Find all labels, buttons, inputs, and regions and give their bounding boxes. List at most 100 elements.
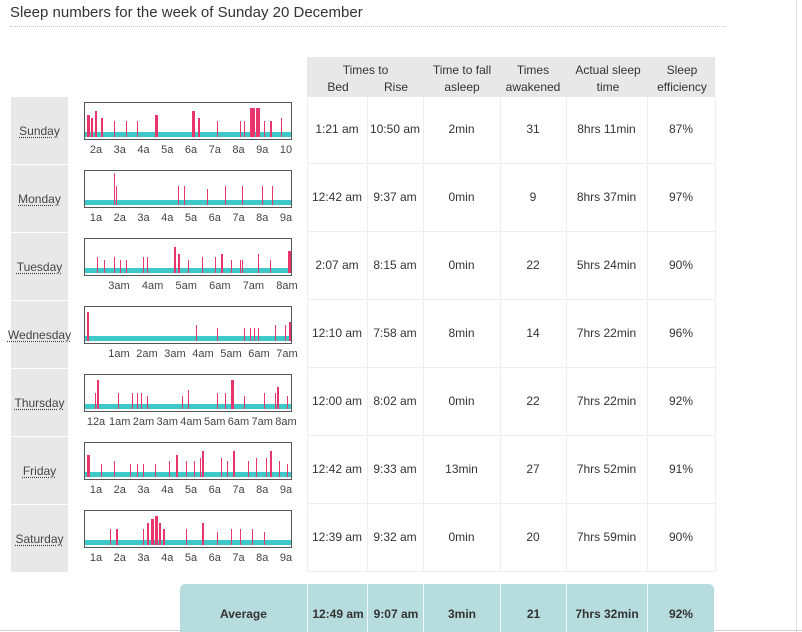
column-divider (566, 437, 567, 504)
awake-spike (184, 186, 185, 205)
awake-spike (188, 390, 189, 409)
hour-tick-label: 2a (113, 552, 126, 564)
column-divider (423, 369, 424, 436)
bed-time: 12:42 am (311, 190, 363, 204)
actual-sleep-time: 8hrs 11min (577, 122, 636, 136)
awake-spike (242, 260, 243, 273)
row-divider (307, 231, 715, 232)
awake-spike (281, 118, 282, 137)
day-link-wednesday[interactable]: Wednesday (7, 327, 72, 342)
column-divider (566, 165, 567, 232)
awake-spike (266, 458, 267, 477)
awake-spike (155, 115, 158, 137)
day-link-sunday[interactable]: Sunday (19, 123, 60, 138)
awake-spike (264, 532, 265, 545)
awake-spike (101, 464, 102, 477)
day-link-tuesday[interactable]: Tuesday (16, 259, 63, 274)
awake-spike (262, 186, 263, 205)
hour-tick-label: 9a (256, 144, 269, 156)
hour-tick-label: 9a (279, 484, 293, 496)
awake-spike (202, 257, 203, 273)
column-divider (307, 369, 308, 436)
hour-tick-label: 3a (137, 484, 150, 496)
awake-spike (163, 529, 165, 545)
day-link-monday[interactable]: Monday (18, 191, 61, 206)
day-cell: Wednesday (7, 301, 72, 368)
awake-spike (178, 186, 179, 205)
column-divider (500, 437, 501, 504)
awake-spike (200, 458, 201, 477)
awake-spike (287, 464, 288, 477)
column-divider (647, 369, 648, 436)
rise-time: 10:50 am (369, 122, 421, 136)
hour-tick-label: 7a (232, 484, 245, 496)
hour-tick-label: 6am (209, 280, 231, 292)
hour-tick-label: 10 (279, 144, 293, 156)
awake-spike (258, 328, 259, 341)
average-background (180, 584, 714, 632)
header-times-to: Times to (342, 63, 389, 77)
sleep-timeline-chart (84, 374, 292, 412)
bed-time: 12:00 am (311, 394, 363, 408)
column-divider (500, 97, 501, 164)
awake-spike (289, 322, 291, 341)
column-divider (566, 301, 567, 368)
day-cell: Tuesday (11, 233, 68, 300)
day-link-saturday[interactable]: Saturday (15, 531, 64, 546)
hour-tick-label: 12a (86, 416, 106, 428)
awake-spike (217, 532, 218, 545)
column-divider (566, 233, 567, 300)
day-link-thursday[interactable]: Thursday (14, 395, 65, 410)
sleep-timeline-svg (85, 380, 291, 409)
awake-spike (240, 260, 241, 273)
header-actual-1: Actual sleep (575, 63, 641, 77)
fall-asleep-time: 0min (448, 190, 475, 204)
day-cell: Monday (11, 165, 68, 232)
column-divider (715, 301, 716, 368)
hour-tick-label: 7am (251, 416, 273, 428)
column-divider (307, 165, 308, 232)
awake-spike (186, 529, 187, 545)
awake-spike (198, 118, 200, 137)
column-divider (423, 165, 424, 232)
hour-tick-label: 8a (256, 484, 269, 496)
awake-spike (287, 396, 288, 409)
column-divider (307, 437, 308, 504)
hour-tick-label: 3am (156, 416, 178, 428)
awake-spike (244, 328, 245, 341)
awake-spike (244, 396, 245, 409)
column-divider (367, 97, 368, 164)
hour-tick-label: 4a (137, 144, 150, 156)
hour-tick-label: 8a (256, 212, 269, 224)
times-awakened: 14 (526, 326, 540, 340)
hour-tick-label: 5a (161, 144, 174, 156)
sleep-timeline-svg (85, 173, 291, 205)
hour-tick-label: 4a (161, 484, 174, 496)
column-divider (307, 233, 308, 300)
day-cell: Friday (11, 437, 68, 504)
times-awakened: 9 (529, 190, 537, 204)
awake-spike (256, 458, 257, 477)
awake-spike (279, 461, 280, 477)
sleep-timeline-svg (85, 516, 291, 545)
day-link-friday[interactable]: Friday (22, 463, 57, 478)
hour-tick-label: 5am (175, 280, 197, 292)
hour-tick-label: 8a (232, 144, 245, 156)
awake-spike (116, 186, 117, 205)
hour-tick-label: 6am (227, 416, 250, 428)
awake-spike (151, 519, 154, 545)
hour-tick-label: 6a (208, 212, 221, 224)
awake-spike (217, 121, 218, 137)
awake-spike (97, 380, 99, 409)
fall-asleep-time: 13min (445, 462, 478, 476)
awake-spike (95, 111, 97, 137)
column-divider (367, 301, 368, 368)
awake-spike (194, 461, 195, 477)
awake-spike (110, 529, 111, 545)
table-row: Thursday 12a 1am 2am 3am 4am 5am 6am 7am 8am 12:00… (11, 369, 716, 436)
rise-time: 9:32 am (373, 530, 417, 544)
awake-spike (174, 247, 176, 273)
column-divider (566, 505, 567, 572)
hour-axis: 3am 4am 5am 6am 7am 8am (81, 280, 301, 294)
awake-spike (104, 260, 105, 273)
